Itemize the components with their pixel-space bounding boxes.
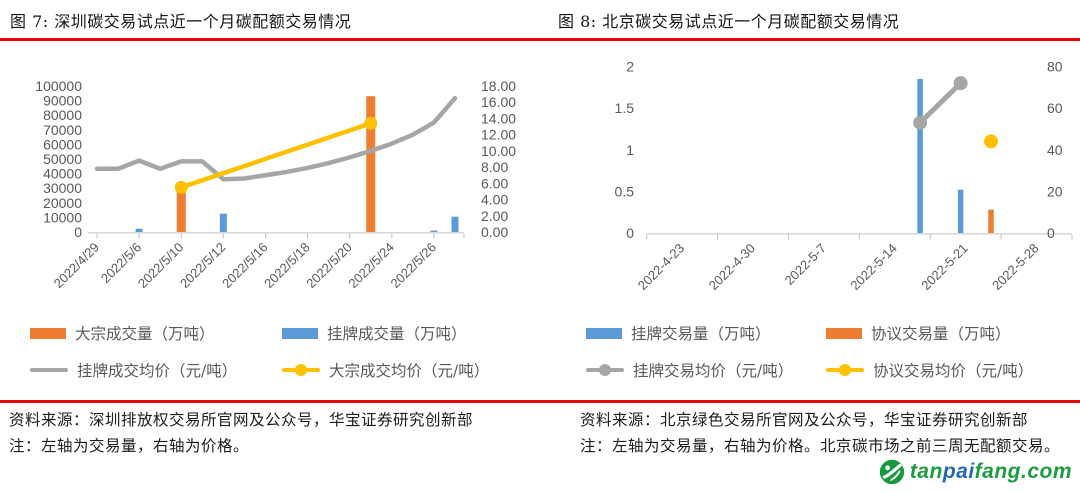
svg-text:70000: 70000 bbox=[43, 122, 82, 138]
legend-marker-dot bbox=[839, 364, 851, 376]
svg-text:60000: 60000 bbox=[43, 136, 82, 152]
figure-title: 图 8: 北京碳交易试点近一个月碳配额交易情况 bbox=[558, 12, 900, 31]
legend-label: 协议交易均价（元/吨） bbox=[873, 362, 1034, 380]
svg-text:0: 0 bbox=[74, 224, 82, 240]
legend-swatch bbox=[30, 327, 66, 339]
svg-text:80: 80 bbox=[1047, 59, 1063, 75]
svg-text:2022-4-23: 2022-4-23 bbox=[635, 241, 688, 294]
svg-text:12.00: 12.00 bbox=[481, 127, 516, 143]
source-note: 资料来源：深圳排放权交易所官网及公众号，华宝证券研究创新部 bbox=[9, 411, 474, 429]
legend-item: 挂牌交易均价（元/吨） bbox=[586, 359, 826, 381]
watermark-text-part: pai bbox=[942, 460, 975, 483]
legend-item: 协议交易量（万吨） bbox=[826, 322, 1033, 344]
svg-text:2.00: 2.00 bbox=[481, 208, 508, 224]
svg-text:1: 1 bbox=[626, 142, 634, 158]
svg-text:0: 0 bbox=[1047, 225, 1055, 241]
legend-swatch bbox=[282, 327, 318, 339]
svg-text:2022/5/26: 2022/5/26 bbox=[388, 240, 440, 292]
svg-text:30000: 30000 bbox=[43, 180, 82, 196]
legend-item: 协议交易均价（元/吨） bbox=[826, 359, 1033, 381]
svg-text:40: 40 bbox=[1047, 142, 1063, 158]
shenzhen-combo-chart: 0100002000030000400005000060000700008000… bbox=[35, 78, 516, 292]
svg-text:18.00: 18.00 bbox=[481, 78, 516, 94]
legend-label: 协议交易量（万吨） bbox=[871, 325, 1011, 343]
figure-shenzhen: 图 7: 深圳碳交易试点近一个月碳配额交易情况 0 10000 20000 30000… bbox=[0, 12, 540, 459]
figure-notes: 资料来源：深圳排放权交易所官网及公众号，华宝证券研究创新部 注：左轴为交易量，右… bbox=[9, 407, 534, 459]
legend-item: 挂牌成交均价（元/吨） bbox=[30, 359, 282, 381]
watermark-logo: tanpaifang.com bbox=[879, 459, 1072, 485]
svg-text:20: 20 bbox=[1047, 183, 1063, 199]
svg-text:2022-5-14: 2022-5-14 bbox=[847, 241, 900, 294]
svg-text:10000: 10000 bbox=[43, 209, 82, 225]
figure-beijing: 图 8: 北京碳交易试点近一个月碳配额交易情况 0 0.5 1 1.5 2 0 20 40 60… bbox=[540, 0, 1080, 492]
svg-text:2022-4-30: 2022-4-30 bbox=[706, 241, 759, 294]
chart-legend: 挂牌交易量（万吨） 协议交易量（万吨） 挂牌交易均价（元/吨） 协议交易均价（元/吨） bbox=[586, 322, 1033, 381]
svg-text:6.00: 6.00 bbox=[481, 175, 508, 191]
svg-text:8.00: 8.00 bbox=[481, 159, 508, 175]
figure-bottom-rule bbox=[0, 400, 540, 403]
legend-item: 大宗成交均价（元/吨） bbox=[282, 359, 489, 381]
watermark-text-part: fang.com bbox=[974, 460, 1072, 483]
svg-text:20000: 20000 bbox=[43, 195, 82, 211]
svg-text:4.00: 4.00 bbox=[481, 192, 508, 208]
svg-text:1.5: 1.5 bbox=[615, 100, 635, 116]
legend-item: 大宗成交量（万吨） bbox=[30, 322, 282, 344]
legend-item: 挂牌交易量（万吨） bbox=[586, 322, 826, 344]
svg-text:2022/4/29: 2022/4/29 bbox=[51, 240, 103, 292]
title-underline bbox=[0, 38, 540, 41]
figure-notes: 资料来源：北京绿色交易所官网及公众号，华宝证券研究创新部 注：左轴为交易量，右轴… bbox=[580, 407, 1076, 459]
source-note: 资料来源：北京绿色交易所官网及公众号，华宝证券研究创新部 bbox=[580, 411, 1029, 429]
legend-marker-dot bbox=[295, 364, 307, 376]
svg-text:100000: 100000 bbox=[35, 78, 82, 94]
figure-bottom-rule bbox=[540, 400, 1080, 403]
svg-text:50000: 50000 bbox=[43, 151, 82, 167]
svg-text:90000: 90000 bbox=[43, 93, 82, 109]
tanpaifang-icon bbox=[879, 459, 905, 485]
legend-swatch bbox=[826, 364, 864, 376]
legend-swatch bbox=[282, 364, 320, 376]
legend-label: 挂牌交易量（万吨） bbox=[631, 325, 771, 343]
legend-marker-dot bbox=[599, 364, 611, 376]
legend-item: 挂牌成交量（万吨） bbox=[282, 322, 489, 344]
legend-swatch bbox=[30, 367, 68, 373]
legend-swatch bbox=[586, 364, 624, 376]
legend-swatch bbox=[826, 327, 862, 339]
svg-text:2022-5-21: 2022-5-21 bbox=[918, 241, 971, 294]
svg-text:40000: 40000 bbox=[43, 166, 82, 182]
legend-label: 大宗成交量（万吨） bbox=[75, 325, 215, 343]
title-underline bbox=[540, 38, 1080, 41]
legend-swatch bbox=[586, 327, 622, 339]
legend-label: 挂牌交易均价（元/吨） bbox=[633, 362, 794, 380]
legend-label: 大宗成交均价（元/吨） bbox=[329, 362, 490, 380]
svg-text:10.00: 10.00 bbox=[481, 143, 516, 159]
svg-text:0.5: 0.5 bbox=[615, 183, 635, 199]
svg-text:2022-5-7: 2022-5-7 bbox=[782, 241, 829, 288]
watermark-text-part: tan bbox=[909, 460, 943, 483]
axis-note: 注：左轴为交易量，右轴为价格。北京碳市场之前三周无配额交易。 bbox=[580, 437, 1061, 455]
svg-text:16.00: 16.00 bbox=[481, 94, 516, 110]
figure-title: 图 7: 深圳碳交易试点近一个月碳配额交易情况 bbox=[10, 12, 352, 31]
axis-note: 注：左轴为交易量，右轴为价格。 bbox=[9, 437, 250, 455]
svg-text:80000: 80000 bbox=[43, 107, 82, 123]
watermark-text: tanpaifang.com bbox=[910, 460, 1072, 484]
svg-text:0: 0 bbox=[626, 225, 634, 241]
svg-text:14.00: 14.00 bbox=[481, 110, 516, 126]
svg-text:60: 60 bbox=[1047, 100, 1063, 116]
svg-text:2: 2 bbox=[626, 59, 634, 75]
svg-text:0.00: 0.00 bbox=[481, 224, 508, 240]
chart-legend: 大宗成交量（万吨） 挂牌成交量（万吨） 挂牌成交均价（元/吨） 大宗成交均价（元/吨） bbox=[30, 322, 489, 381]
legend-label: 挂牌成交量（万吨） bbox=[327, 325, 467, 343]
svg-text:2022-5-28: 2022-5-28 bbox=[989, 241, 1042, 294]
legend-label: 挂牌成交均价（元/吨） bbox=[77, 362, 238, 380]
